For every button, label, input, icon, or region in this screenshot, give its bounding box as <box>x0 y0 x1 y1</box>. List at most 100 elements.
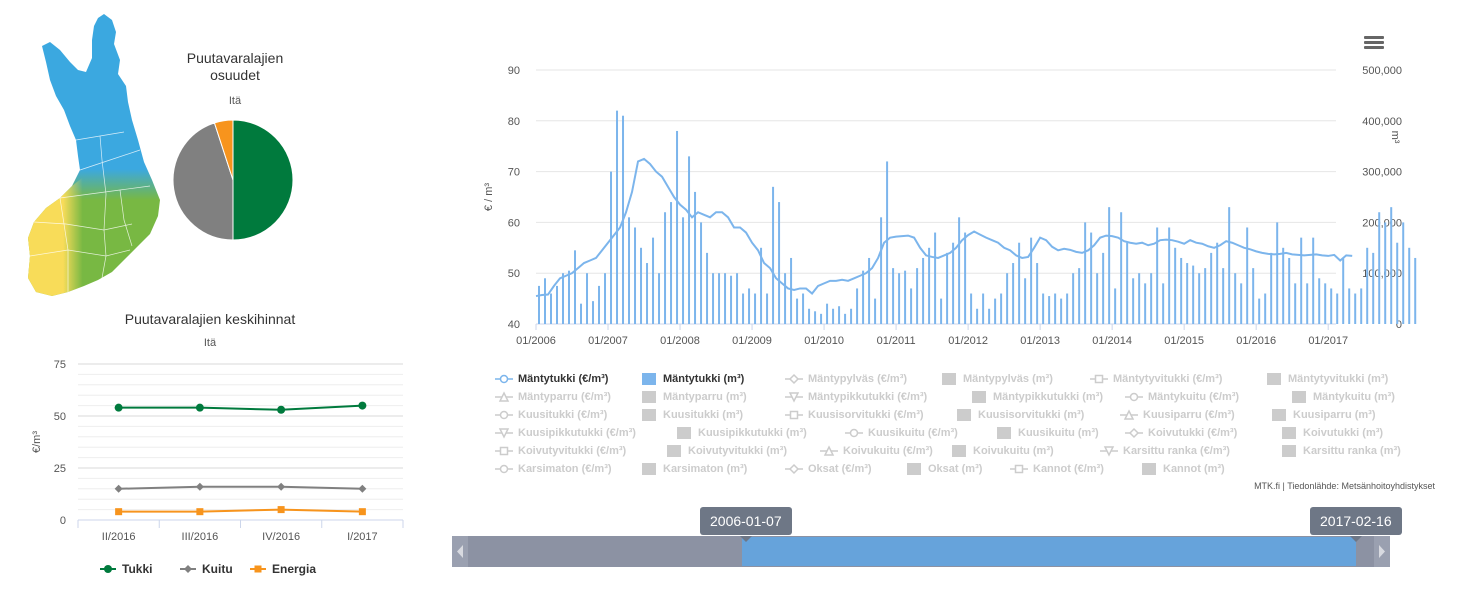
main-column-bar <box>1192 265 1195 324</box>
main-column-bar <box>1294 283 1297 324</box>
legend-symbol <box>495 410 513 420</box>
main-column-bar <box>1306 283 1309 324</box>
legend-label: Mäntytukki (€/m³) <box>518 373 609 385</box>
legend-symbol <box>642 409 656 421</box>
navigator-track[interactable] <box>452 536 1390 567</box>
main-legend-item[interactable]: Oksat (m³) <box>905 463 982 475</box>
main-legend-item[interactable]: Karsimaton (m³) <box>640 463 747 475</box>
avg-ytick: 25 <box>54 463 66 475</box>
main-column-bar <box>934 232 937 324</box>
legend-symbol <box>972 391 986 403</box>
main-legend-item[interactable]: Mäntytukki (m³) <box>640 373 744 385</box>
navigator-selection[interactable] <box>742 537 1356 566</box>
main-legend-item[interactable]: Mäntykuitu (€/m³) <box>1125 391 1239 403</box>
main-xtick-label: 01/2013 <box>1020 335 1060 347</box>
main-column-bar <box>1210 252 1213 324</box>
main-column-bar <box>1108 207 1111 324</box>
main-column-bar <box>994 298 997 324</box>
avg-point <box>196 508 204 516</box>
main-legend-item[interactable]: Kuusikuitu (m³) <box>995 427 1099 439</box>
avg-legend-item-energia[interactable]: Energia <box>250 562 316 576</box>
main-legend-item[interactable]: Koivukuitu (€/m³) <box>820 445 933 457</box>
navigator[interactable] <box>452 536 1390 567</box>
main-column-bar <box>1024 278 1027 324</box>
main-legend-item[interactable]: Koivutukki (m³) <box>1280 427 1383 439</box>
main-legend-item[interactable]: Karsittu ranka (m³) <box>1280 445 1401 457</box>
main-column-bar <box>1312 237 1315 324</box>
main-column-bar <box>676 130 679 324</box>
main-legend-item[interactable]: Oksat (€/m³) <box>785 463 872 475</box>
main-legend-item[interactable]: Mäntypikkutukki (m³) <box>970 391 1103 403</box>
main-legend-item[interactable]: Koivukuitu (m³) <box>950 445 1054 457</box>
main-column-bar <box>748 288 751 324</box>
main-legend-item[interactable]: Kuusisorvitukki (€/m³) <box>785 409 924 421</box>
main-column-bar <box>1354 293 1357 324</box>
finland-map[interactable] <box>20 10 170 300</box>
main-xtick-label: 01/2017 <box>1308 335 1348 347</box>
main-column-bar <box>640 247 643 324</box>
main-legend-item[interactable]: Kuusiparru (m³) <box>1270 409 1376 421</box>
main-column-bar <box>940 298 943 324</box>
main-column-bar <box>682 217 685 324</box>
main-legend-item[interactable]: Koivutyvitukki (m³) <box>665 445 787 457</box>
main-column-bar <box>1378 212 1381 324</box>
main-legend-item[interactable]: Kuusipikkutukki (€/m³) <box>495 427 636 439</box>
main-legend-item[interactable]: Mäntyparru (m³) <box>640 391 747 403</box>
avg-point <box>358 484 367 493</box>
chart-menu-button[interactable] <box>1364 34 1384 52</box>
main-column-bar <box>1264 293 1267 324</box>
main-legend-item[interactable]: Mäntytukki (€/m³) <box>495 373 608 385</box>
main-legend-item[interactable]: Kuusikuitu (€/m³) <box>845 427 958 439</box>
legend-symbol <box>1125 392 1143 402</box>
main-ytick-left: 90 <box>508 65 520 77</box>
legend-symbol <box>677 427 691 439</box>
main-column-bar <box>886 161 889 324</box>
avg-legend-item-tukki[interactable]: Tukki <box>100 562 152 576</box>
legend-symbol <box>642 463 656 475</box>
main-legend-item[interactable]: Karsittu ranka (€/m³) <box>1100 445 1230 457</box>
legend-label: Tukki <box>122 562 153 576</box>
main-column-bar <box>1288 257 1291 324</box>
main-legend-item[interactable]: Mäntykuitu (m³) <box>1290 391 1395 403</box>
legend-label: Karsimaton (m³) <box>663 463 748 475</box>
avg-legend: Tukki Kuitu Energia <box>100 562 360 582</box>
main-column-bar <box>1048 296 1051 324</box>
main-column-bar <box>796 298 799 324</box>
legend-label: Koivukuitu (€/m³) <box>843 445 933 457</box>
main-column-bar <box>1342 257 1345 324</box>
legend-label: Mäntykuitu (€/m³) <box>1148 391 1240 403</box>
main-column-bar <box>1054 293 1057 324</box>
main-legend-item[interactable]: Koivutyvitukki (€/m³) <box>495 445 626 457</box>
main-legend-item[interactable]: Karsimaton (€/m³) <box>495 463 612 475</box>
main-column-bar <box>634 227 637 324</box>
main-legend-item[interactable]: Kannot (m³) <box>1140 463 1225 475</box>
legend-symbol <box>1282 445 1296 457</box>
main-legend-item[interactable]: Kuusitukki (€/m³) <box>495 409 607 421</box>
main-column-bar <box>616 110 619 324</box>
main-legend-item[interactable]: Mäntytyvitukki (€/m³) <box>1090 373 1222 385</box>
main-column-bar <box>844 313 847 324</box>
main-legend-item[interactable]: Mäntyparru (€/m³) <box>495 391 611 403</box>
legend-label: Mäntypikkutukki (€/m³) <box>808 391 928 403</box>
chart-credits[interactable]: MTK.fi | Tiedonlähde: Metsänhoitoyhdisty… <box>1254 481 1435 491</box>
main-chart: 4050607080900100,000200,000300,000400,00… <box>483 65 1417 347</box>
main-legend-item[interactable]: Kuusiparru (€/m³) <box>1120 409 1235 421</box>
legend-label: Kuusiparru (m³) <box>1293 409 1376 421</box>
main-legend-item[interactable]: Mäntypylväs (€/m³) <box>785 373 907 385</box>
main-column-bar <box>700 222 703 324</box>
legend-symbol <box>785 392 803 403</box>
main-column-bar <box>1414 257 1417 324</box>
main-legend-item[interactable]: Kuusipikkutukki (m³) <box>675 427 807 439</box>
main-legend-item[interactable]: Kuusisorvitukki (m³) <box>955 409 1084 421</box>
main-legend-item[interactable]: Koivutukki (€/m³) <box>1125 427 1237 439</box>
main-legend-item[interactable]: Kuusitukki (m³) <box>640 409 743 421</box>
avg-legend-item-kuitu[interactable]: Kuitu <box>180 562 233 576</box>
main-legend-item[interactable]: Mäntypikkutukki (€/m³) <box>785 391 927 403</box>
main-xtick-label: 01/2010 <box>804 335 844 347</box>
legend-label: Kuusiparru (€/m³) <box>1143 409 1235 421</box>
main-legend[interactable]: Mäntytukki (€/m³) Mäntytukki (m³) Mäntypyl… <box>490 373 1430 483</box>
main-legend-item[interactable]: Mäntypylväs (m³) <box>940 373 1053 385</box>
main-legend-item[interactable]: Kannot (€/m³) <box>1010 463 1104 475</box>
main-legend-item[interactable]: Mäntytyvitukki (m³) <box>1265 373 1388 385</box>
main-column-bar <box>1042 293 1045 324</box>
